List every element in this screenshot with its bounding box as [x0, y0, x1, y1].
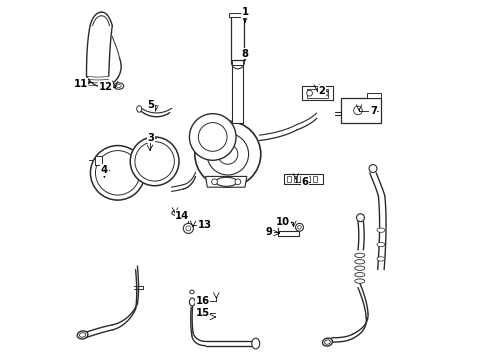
Ellipse shape	[252, 338, 260, 349]
Polygon shape	[232, 58, 243, 123]
Ellipse shape	[377, 242, 385, 247]
Text: 5: 5	[147, 100, 154, 111]
Circle shape	[298, 226, 301, 229]
Circle shape	[235, 59, 241, 66]
Ellipse shape	[190, 298, 195, 306]
Text: 11: 11	[74, 79, 88, 89]
Ellipse shape	[355, 253, 365, 257]
Circle shape	[295, 224, 303, 231]
Polygon shape	[294, 176, 297, 182]
Circle shape	[307, 90, 313, 96]
Ellipse shape	[357, 214, 365, 222]
Circle shape	[130, 137, 179, 186]
Circle shape	[322, 90, 328, 96]
Circle shape	[91, 145, 145, 200]
Ellipse shape	[114, 83, 124, 89]
Polygon shape	[284, 174, 323, 184]
Polygon shape	[313, 176, 317, 182]
Polygon shape	[307, 176, 310, 182]
Circle shape	[207, 134, 248, 175]
Circle shape	[212, 179, 218, 185]
Polygon shape	[278, 231, 299, 235]
Text: 8: 8	[242, 49, 248, 59]
Text: 15: 15	[196, 309, 210, 318]
Polygon shape	[341, 98, 381, 123]
Polygon shape	[367, 93, 381, 98]
Text: 13: 13	[198, 220, 212, 230]
Polygon shape	[95, 156, 101, 165]
Ellipse shape	[190, 290, 194, 294]
Circle shape	[186, 226, 191, 231]
Text: 9: 9	[265, 227, 272, 237]
Ellipse shape	[369, 165, 377, 172]
Text: 14: 14	[175, 211, 189, 221]
Polygon shape	[300, 176, 304, 182]
Circle shape	[235, 179, 241, 185]
Ellipse shape	[79, 333, 86, 337]
Text: 6: 6	[302, 177, 309, 187]
Text: 10: 10	[276, 217, 290, 227]
Ellipse shape	[377, 228, 385, 232]
Circle shape	[354, 106, 362, 115]
Ellipse shape	[77, 331, 88, 339]
Circle shape	[135, 141, 174, 181]
Ellipse shape	[355, 260, 365, 264]
Text: 2: 2	[318, 86, 325, 96]
Polygon shape	[307, 89, 328, 98]
Polygon shape	[232, 58, 243, 65]
Circle shape	[96, 150, 140, 195]
Polygon shape	[302, 86, 333, 100]
Circle shape	[183, 224, 194, 233]
Ellipse shape	[355, 273, 365, 277]
Ellipse shape	[172, 211, 180, 215]
Ellipse shape	[377, 257, 385, 261]
Ellipse shape	[325, 340, 330, 344]
Text: 4: 4	[101, 165, 108, 175]
Text: 12: 12	[99, 82, 113, 93]
Text: 7: 7	[370, 106, 377, 116]
Ellipse shape	[216, 177, 237, 186]
Ellipse shape	[355, 266, 365, 270]
Text: 16: 16	[196, 296, 210, 306]
Text: 3: 3	[147, 133, 154, 143]
Circle shape	[195, 121, 261, 187]
Ellipse shape	[322, 338, 332, 346]
Circle shape	[231, 56, 245, 69]
Polygon shape	[205, 176, 247, 187]
Polygon shape	[231, 15, 245, 60]
Polygon shape	[287, 176, 291, 182]
Text: 1: 1	[242, 7, 248, 17]
Polygon shape	[229, 13, 247, 17]
Circle shape	[218, 144, 238, 164]
Circle shape	[190, 114, 236, 160]
Ellipse shape	[355, 279, 365, 283]
Circle shape	[198, 123, 227, 151]
Ellipse shape	[116, 85, 122, 87]
Ellipse shape	[137, 106, 142, 112]
